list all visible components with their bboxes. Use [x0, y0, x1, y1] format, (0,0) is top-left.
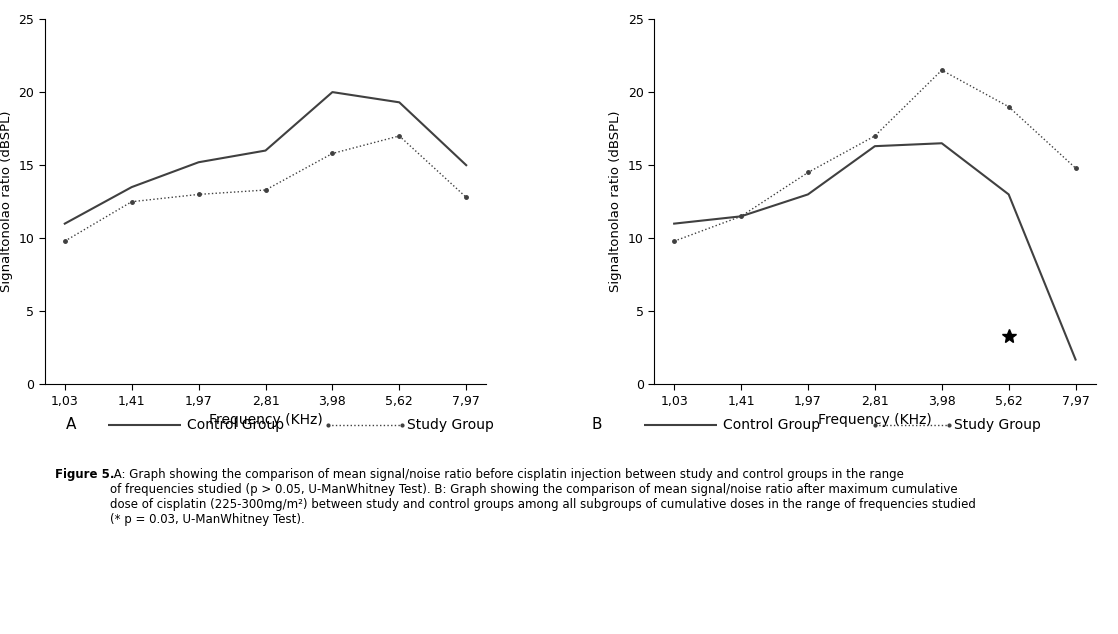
- Text: Control Group: Control Group: [187, 418, 284, 432]
- X-axis label: Frequency (KHz): Frequency (KHz): [209, 413, 322, 427]
- Text: Study Group: Study Group: [407, 418, 494, 432]
- Y-axis label: Signaltonolao ratio (dBSPL): Signaltonolao ratio (dBSPL): [609, 111, 623, 292]
- Text: A: A: [66, 417, 76, 432]
- Text: B: B: [591, 417, 601, 432]
- Text: Figure 5.: Figure 5.: [55, 468, 115, 481]
- Text: A: Graph showing the comparison of mean signal/noise ratio before cisplatin inje: A: Graph showing the comparison of mean …: [110, 468, 976, 526]
- Text: Study Group: Study Group: [954, 418, 1041, 432]
- X-axis label: Frequency (KHz): Frequency (KHz): [818, 413, 931, 427]
- Y-axis label: Signaltonolao ratio (dBSPL): Signaltonolao ratio (dBSPL): [0, 111, 13, 292]
- Text: Control Group: Control Group: [722, 418, 819, 432]
